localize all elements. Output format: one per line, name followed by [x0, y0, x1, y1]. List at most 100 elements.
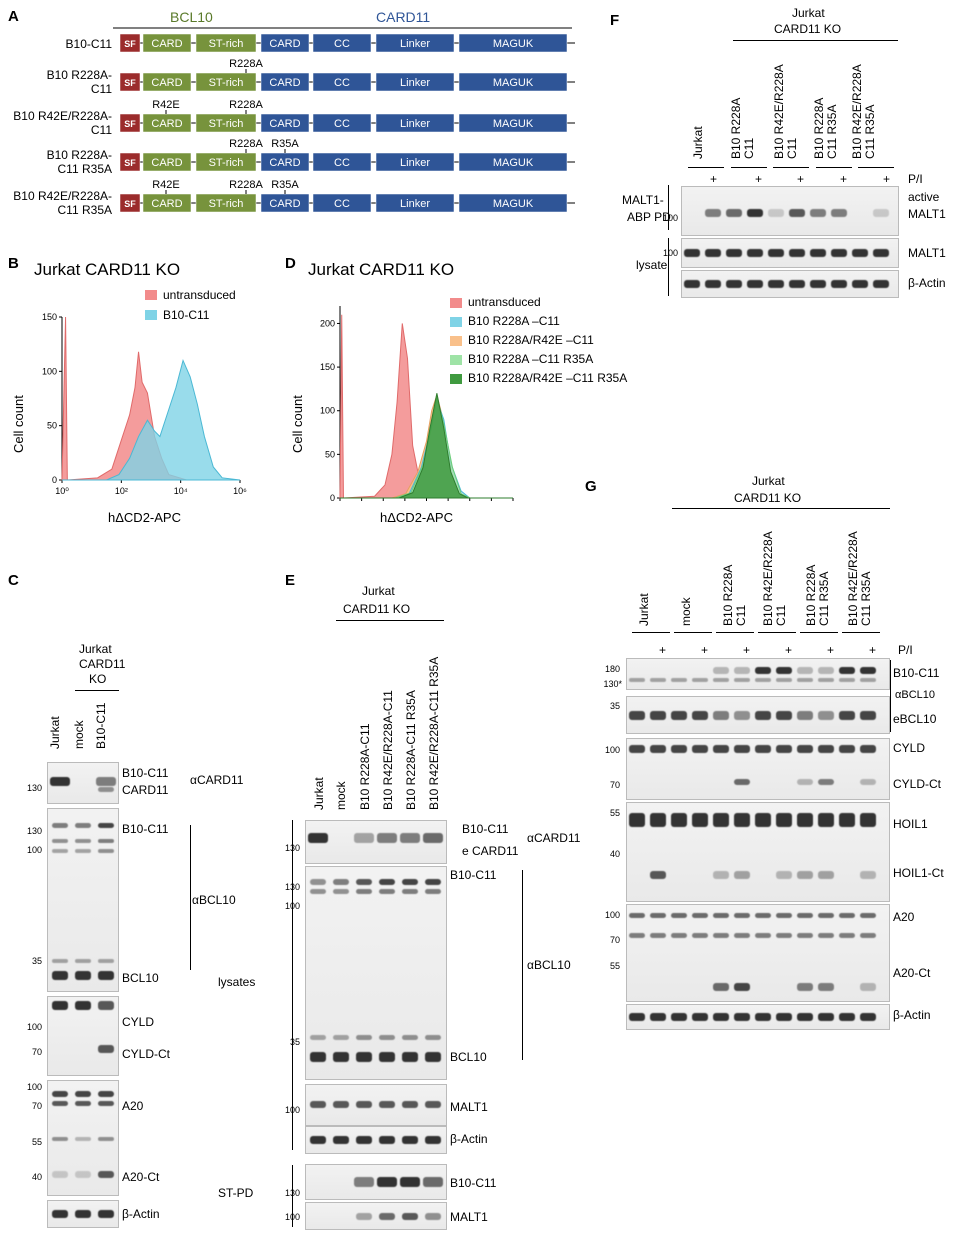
g-label-ebcl10: eBCL10	[893, 712, 937, 726]
e-band	[425, 1035, 441, 1040]
a-row-name: C11	[91, 123, 112, 137]
g-band	[755, 933, 771, 938]
e-blot-bcl10	[305, 866, 447, 1080]
a-domain-box	[142, 33, 192, 53]
d-legend-item: B10 R228A –C11 R35A	[468, 352, 594, 366]
f-lane-label: B10 R42E/R228A	[772, 64, 786, 159]
e-band	[425, 879, 441, 885]
d-legend-swatch	[450, 374, 462, 384]
f-lane-group-line	[688, 167, 724, 168]
c-band	[96, 777, 116, 786]
c-band	[98, 849, 114, 853]
e-mw-1: 130	[284, 843, 300, 853]
c-blot-cyld	[47, 996, 119, 1076]
e-lane-label: B10 R228A-C11	[358, 723, 372, 811]
c-label-cyld: CYLD	[122, 1015, 155, 1029]
e-header-ko: CARD11 KO	[343, 602, 411, 616]
f-band	[684, 280, 700, 288]
e-band	[402, 1052, 418, 1062]
g-band	[839, 711, 855, 720]
g-band	[839, 933, 855, 938]
g-band	[860, 913, 876, 918]
e-band	[310, 879, 326, 885]
g-band	[713, 667, 729, 674]
a-domain-box	[142, 193, 192, 213]
b-y-tick-label: 100	[42, 366, 57, 376]
g-band	[839, 913, 855, 918]
e-band	[379, 1101, 395, 1108]
a-domain-box	[312, 113, 372, 133]
g-band	[776, 1013, 792, 1021]
e-band	[423, 833, 443, 843]
e-band	[425, 889, 441, 894]
d-legend-item: B10 R228A –C11	[468, 314, 560, 328]
f-band	[852, 280, 868, 288]
e-band	[333, 879, 349, 885]
d-legend-item: untransduced	[468, 295, 541, 309]
b-title: Jurkat CARD11 KO	[34, 260, 181, 279]
e-band	[354, 833, 374, 843]
a-row-name: C11 R35A	[58, 203, 112, 217]
g-header-jurkat: Jurkat	[752, 474, 785, 488]
a-mutation-label: R35A	[271, 138, 299, 150]
f-band	[873, 249, 889, 257]
g-label-a20ct: A20-Ct	[893, 966, 931, 980]
d-y-tick-label: 0	[330, 493, 335, 503]
a-mutation-label: R228A	[229, 58, 263, 70]
f-lane-label: B10 R42E/R228A	[850, 64, 864, 159]
g-band	[671, 745, 687, 753]
f-label-active: active	[908, 190, 940, 204]
g-blot-cyld	[626, 738, 890, 800]
g-header-ko: CARD11 KO	[734, 491, 802, 505]
f-band	[831, 249, 847, 257]
g-band	[797, 779, 813, 785]
e-band	[333, 1052, 349, 1062]
c-side-lysates: lysates	[218, 975, 256, 989]
g-band	[776, 813, 792, 827]
f-band	[726, 280, 742, 288]
e-band	[333, 889, 349, 894]
a-domain-box	[195, 72, 257, 92]
g-band	[713, 933, 729, 938]
a-domain-label: Linker	[400, 77, 430, 89]
e-band	[402, 1101, 418, 1108]
c-label-bcl10: BCL10	[122, 971, 159, 985]
g-lane-label: B10 R228A	[721, 564, 735, 626]
c-blot-a20	[47, 1080, 119, 1196]
c-band	[98, 971, 114, 980]
e-band	[402, 1136, 418, 1144]
e-label-ecard11: e CARD11	[462, 844, 519, 858]
g-band	[860, 871, 876, 879]
f-label-malt1-a: MALT1	[908, 207, 946, 221]
e-blot-stpd-b10c11	[305, 1164, 447, 1200]
e-band	[425, 1052, 441, 1062]
a-row-name: C11	[91, 82, 112, 96]
f-lane-group-line	[858, 167, 894, 168]
g-band	[776, 667, 792, 674]
g-band	[797, 678, 813, 682]
a-domain-label: CARD	[269, 38, 300, 50]
a-domain-box	[119, 72, 141, 92]
f-band	[873, 280, 889, 288]
f-side-abppd: ABP PD	[627, 210, 671, 224]
g-lane-label: C11	[734, 604, 748, 626]
e-label-b10c11: B10-C11	[462, 822, 509, 836]
a-domain-box	[312, 152, 372, 172]
g-band	[650, 745, 666, 753]
g-band	[734, 745, 750, 753]
a-row-name: B10-C11	[66, 37, 113, 51]
g-band	[650, 871, 666, 879]
g-label-hoil1: HOIL1	[893, 817, 928, 831]
f-pi-plus: +	[710, 172, 718, 186]
c-label-card11: CARD11	[122, 783, 169, 797]
c-header-3: KO	[89, 672, 107, 686]
a-domain-label: CARD	[269, 198, 300, 210]
f-band	[705, 209, 721, 217]
a-domain-label: MAGUK	[493, 77, 534, 89]
a-domain-label: SF	[124, 199, 136, 209]
c-band	[98, 1045, 114, 1053]
a-domain-box	[119, 193, 141, 213]
g-label-cyld: CYLD	[893, 741, 926, 755]
a-domain-label: CC	[334, 198, 350, 210]
g-band	[713, 678, 729, 682]
